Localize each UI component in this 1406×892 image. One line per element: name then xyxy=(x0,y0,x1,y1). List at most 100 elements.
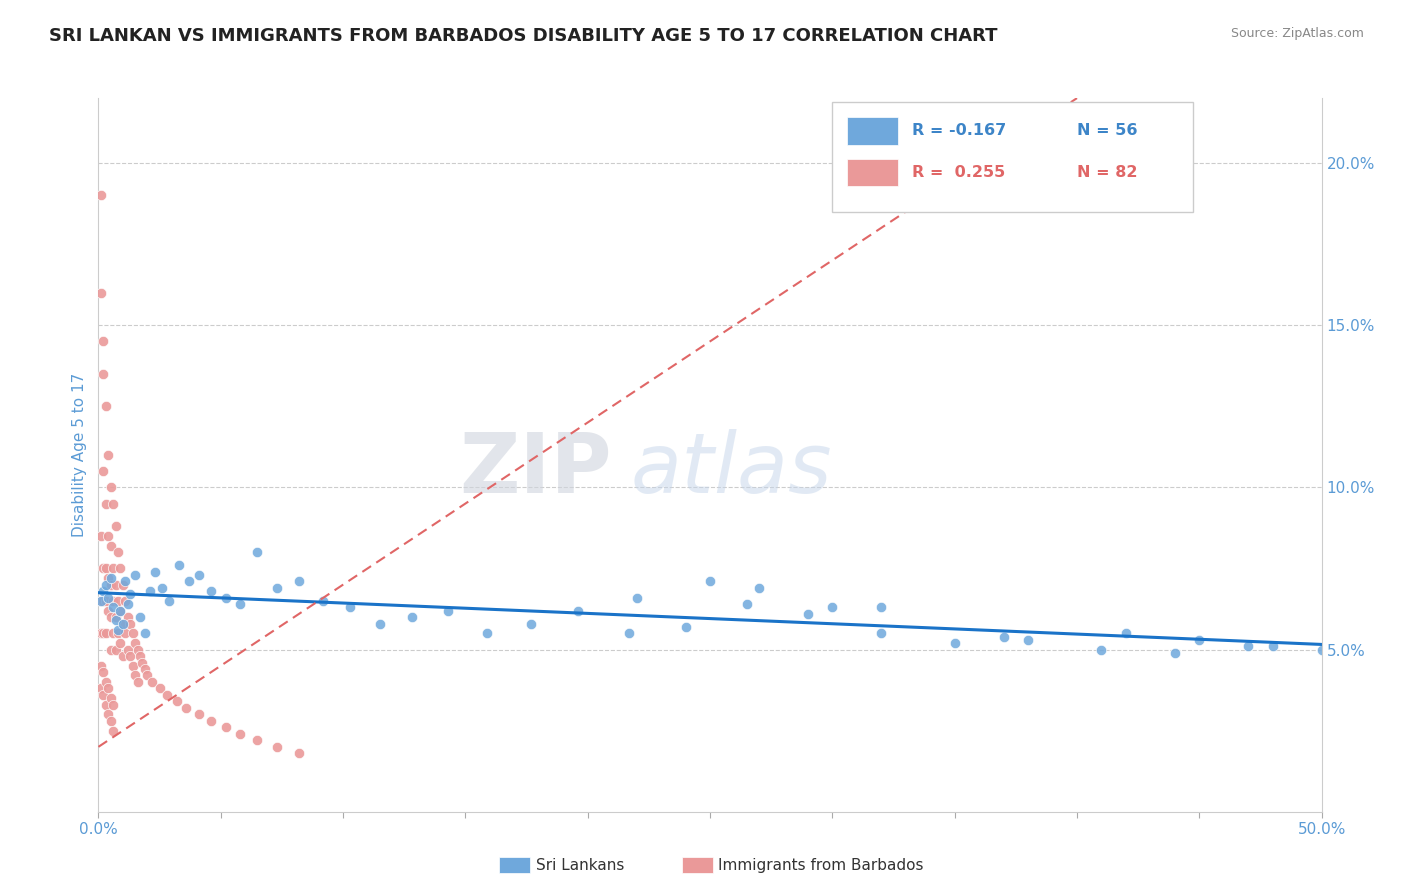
Point xyxy=(94,497,117,511)
Point xyxy=(100,571,122,585)
Point xyxy=(107,594,129,608)
Point xyxy=(477,626,499,640)
Point xyxy=(117,610,139,624)
Point xyxy=(120,587,142,601)
Point xyxy=(90,188,112,202)
Point xyxy=(870,626,893,640)
Point xyxy=(90,594,112,608)
Point xyxy=(129,648,152,663)
Point xyxy=(619,626,641,640)
Point xyxy=(100,642,122,657)
Point xyxy=(91,584,114,599)
Point xyxy=(156,688,179,702)
Point xyxy=(1188,632,1211,647)
Point xyxy=(111,616,134,631)
Point xyxy=(94,561,117,575)
Point xyxy=(150,581,173,595)
Point xyxy=(94,675,117,690)
Point xyxy=(124,668,146,682)
Point xyxy=(100,539,122,553)
Point xyxy=(124,636,146,650)
Point xyxy=(110,561,132,575)
Point xyxy=(288,574,311,589)
Text: atlas: atlas xyxy=(630,429,832,509)
Point xyxy=(94,626,117,640)
Point xyxy=(699,574,721,589)
Point xyxy=(200,584,222,599)
Point xyxy=(97,448,120,462)
Point xyxy=(339,600,361,615)
Point xyxy=(91,626,114,640)
Point xyxy=(134,662,156,676)
Point xyxy=(1164,646,1187,660)
Point xyxy=(114,574,136,589)
Point xyxy=(97,529,120,543)
Point xyxy=(266,739,288,754)
Point xyxy=(100,480,122,494)
Point xyxy=(121,626,143,640)
Point xyxy=(200,714,222,728)
Point xyxy=(187,568,209,582)
Point xyxy=(143,565,166,579)
Point xyxy=(266,581,288,595)
Point xyxy=(870,600,893,615)
Point xyxy=(101,497,124,511)
Point xyxy=(94,399,117,413)
Point xyxy=(91,367,114,381)
Point xyxy=(149,681,172,696)
Point xyxy=(943,636,966,650)
Point xyxy=(100,714,122,728)
Point xyxy=(91,594,114,608)
Point xyxy=(131,656,153,670)
Point xyxy=(675,620,697,634)
Point xyxy=(821,600,844,615)
Point xyxy=(288,747,311,761)
Point xyxy=(114,594,136,608)
Point xyxy=(166,694,188,708)
Point xyxy=(100,610,122,624)
Text: SRI LANKAN VS IMMIGRANTS FROM BARBADOS DISABILITY AGE 5 TO 17 CORRELATION CHART: SRI LANKAN VS IMMIGRANTS FROM BARBADOS D… xyxy=(49,27,998,45)
Point xyxy=(101,698,124,712)
Point xyxy=(111,577,134,591)
Point xyxy=(368,616,391,631)
Point xyxy=(107,626,129,640)
Point xyxy=(993,630,1015,644)
Point xyxy=(90,285,112,300)
Point xyxy=(134,626,156,640)
Text: N = 82: N = 82 xyxy=(1077,165,1137,180)
Point xyxy=(101,561,124,575)
Text: Sri Lankans: Sri Lankans xyxy=(536,858,624,872)
Point xyxy=(117,597,139,611)
Point xyxy=(97,591,120,605)
Point xyxy=(90,626,112,640)
Point xyxy=(797,607,820,621)
Point xyxy=(124,568,146,582)
Point xyxy=(120,616,142,631)
Point xyxy=(214,591,236,605)
Point xyxy=(127,675,149,690)
Point xyxy=(94,594,117,608)
Point xyxy=(90,681,112,696)
Point xyxy=(567,604,589,618)
Point xyxy=(104,642,127,657)
Point xyxy=(437,604,460,618)
Point xyxy=(110,604,132,618)
Point xyxy=(97,604,120,618)
Point xyxy=(91,561,114,575)
Point xyxy=(104,610,127,624)
Point xyxy=(94,577,117,591)
Point xyxy=(214,720,236,734)
Point xyxy=(104,613,127,627)
Point xyxy=(129,610,152,624)
Point xyxy=(114,626,136,640)
Point xyxy=(101,723,124,738)
Point xyxy=(1017,632,1039,647)
Point xyxy=(94,698,117,712)
Point xyxy=(121,658,143,673)
Point xyxy=(107,545,129,559)
Point xyxy=(100,577,122,591)
Point xyxy=(111,616,134,631)
Point xyxy=(101,600,124,615)
Point xyxy=(177,574,200,589)
Point xyxy=(157,594,180,608)
